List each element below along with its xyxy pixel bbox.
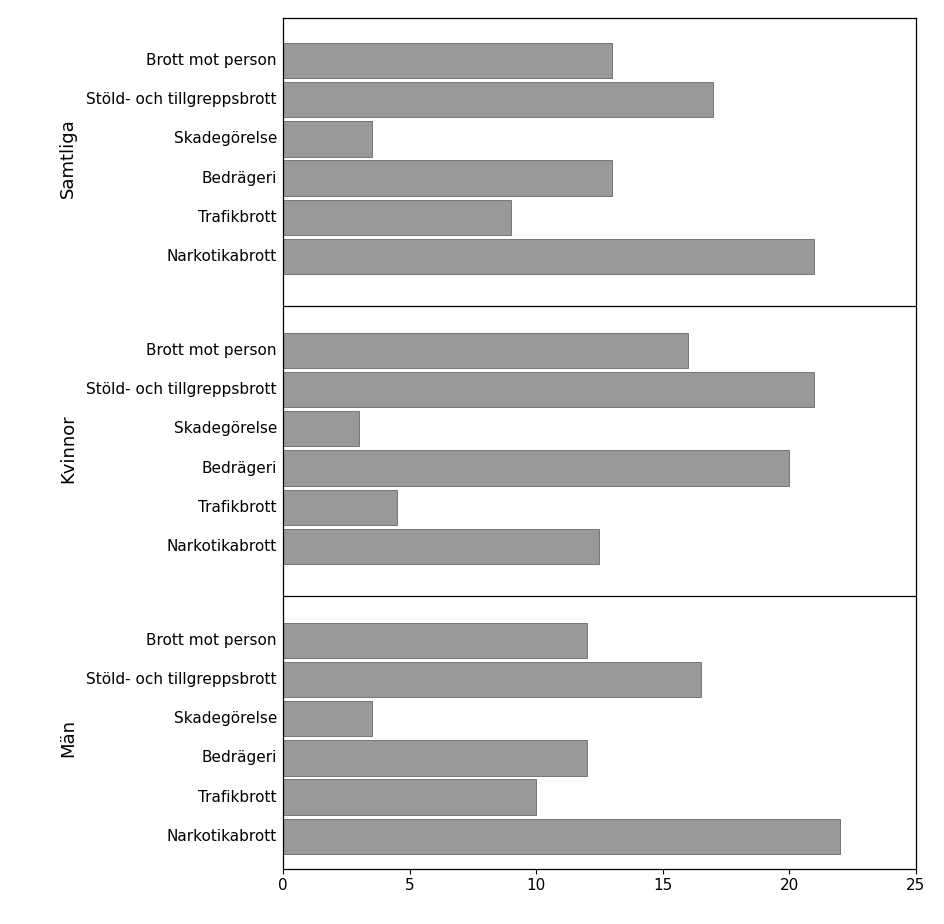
Bar <box>283 43 612 79</box>
Text: Narkotikabrott: Narkotikabrott <box>167 829 277 844</box>
Text: Trafikbrott: Trafikbrott <box>198 500 277 515</box>
Bar <box>283 121 372 156</box>
Text: Brott mot person: Brott mot person <box>146 343 277 358</box>
Bar <box>283 819 840 854</box>
Text: Bedrägeri: Bedrägeri <box>201 460 277 476</box>
Bar <box>283 490 397 525</box>
Text: Narkotikabrott: Narkotikabrott <box>167 539 277 553</box>
Bar <box>283 529 599 564</box>
Text: Brott mot person: Brott mot person <box>146 53 277 68</box>
Text: Trafikbrott: Trafikbrott <box>198 790 277 805</box>
Text: Samtliga: Samtliga <box>59 118 77 199</box>
Text: Bedrägeri: Bedrägeri <box>201 750 277 765</box>
Text: Stöld- och tillgreppsbrott: Stöld- och tillgreppsbrott <box>86 92 277 107</box>
Text: Kvinnor: Kvinnor <box>59 414 77 483</box>
Text: Stöld- och tillgreppsbrott: Stöld- och tillgreppsbrott <box>86 383 277 397</box>
Text: Trafikbrott: Trafikbrott <box>198 210 277 225</box>
Text: Skadegörelse: Skadegörelse <box>174 131 277 146</box>
Text: Narkotikabrott: Narkotikabrott <box>167 249 277 264</box>
Bar <box>283 780 536 815</box>
Text: Stöld- och tillgreppsbrott: Stöld- och tillgreppsbrott <box>86 672 277 687</box>
Bar <box>283 623 587 658</box>
Text: Bedrägeri: Bedrägeri <box>201 171 277 186</box>
Text: Män: Män <box>59 719 77 758</box>
Bar <box>283 372 815 407</box>
Bar <box>283 450 789 486</box>
Bar <box>283 161 612 196</box>
Text: Skadegörelse: Skadegörelse <box>174 711 277 726</box>
Text: Skadegörelse: Skadegörelse <box>174 421 277 436</box>
Bar <box>283 662 700 698</box>
Bar <box>283 333 688 368</box>
Bar <box>283 200 511 235</box>
Bar <box>283 411 359 446</box>
Bar <box>283 238 815 274</box>
Text: Brott mot person: Brott mot person <box>146 633 277 648</box>
Bar <box>283 82 714 117</box>
Bar <box>283 740 587 775</box>
Bar <box>283 701 372 736</box>
